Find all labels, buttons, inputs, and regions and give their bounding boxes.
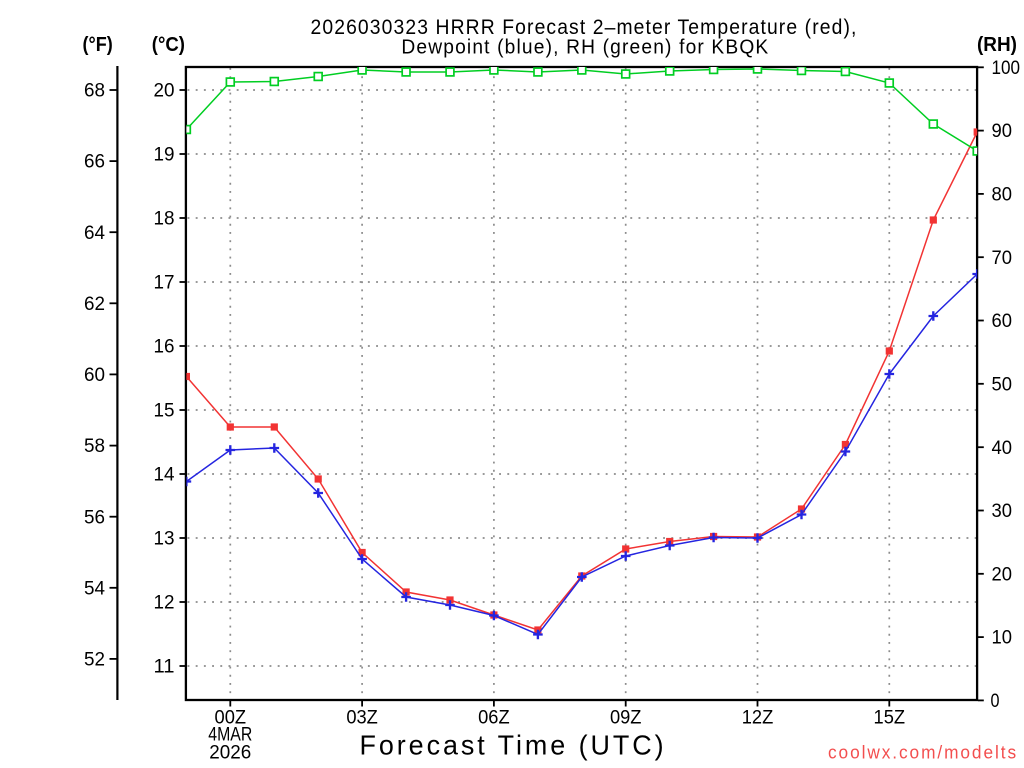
svg-text:19: 19: [154, 145, 175, 166]
svg-text:62: 62: [84, 294, 105, 315]
svg-text:12Z: 12Z: [742, 708, 774, 729]
svg-text:00Z: 00Z: [215, 708, 247, 729]
svg-text:(RH): (RH): [977, 34, 1017, 56]
svg-text:64: 64: [84, 223, 105, 244]
svg-text:58: 58: [84, 436, 105, 457]
svg-text:(°C): (°C): [152, 34, 185, 56]
svg-text:03Z: 03Z: [346, 708, 378, 729]
svg-text:12: 12: [154, 593, 175, 614]
svg-text:56: 56: [84, 507, 105, 528]
svg-text:10: 10: [992, 628, 1013, 649]
svg-text:09Z: 09Z: [610, 708, 642, 729]
svg-text:(°F): (°F): [83, 34, 113, 56]
svg-text:20: 20: [992, 564, 1013, 585]
svg-text:50: 50: [992, 374, 1013, 395]
svg-text:90: 90: [992, 121, 1013, 142]
svg-text:20: 20: [154, 81, 175, 102]
svg-text:54: 54: [84, 578, 105, 599]
svg-text:68: 68: [84, 81, 105, 102]
svg-text:2026030323 HRRR Forecast 2–met: 2026030323 HRRR Forecast 2–meter Tempera…: [311, 16, 858, 39]
svg-text:coolwx.com/modelts: coolwx.com/modelts: [828, 743, 1018, 763]
svg-text:52: 52: [84, 650, 105, 671]
svg-text:Forecast Time (UTC): Forecast Time (UTC): [360, 730, 667, 761]
svg-text:4MAR: 4MAR: [208, 725, 252, 746]
svg-text:100: 100: [992, 58, 1021, 79]
svg-text:40: 40: [992, 438, 1013, 459]
svg-text:13: 13: [154, 529, 175, 550]
svg-text:60: 60: [84, 365, 105, 386]
svg-text:60: 60: [992, 311, 1013, 332]
svg-text:2026: 2026: [209, 743, 251, 764]
svg-text:Dewpoint (blue), RH (green) fo: Dewpoint (blue), RH (green) for KBQK: [401, 37, 769, 59]
svg-text:11: 11: [154, 657, 175, 678]
svg-text:06Z: 06Z: [478, 708, 510, 729]
svg-text:80: 80: [992, 185, 1013, 206]
svg-text:30: 30: [992, 501, 1013, 522]
svg-text:14: 14: [154, 465, 175, 486]
svg-text:18: 18: [154, 209, 175, 230]
svg-text:0: 0: [991, 691, 1000, 712]
svg-text:17: 17: [154, 273, 175, 294]
svg-text:66: 66: [84, 152, 105, 173]
svg-text:15Z: 15Z: [874, 708, 906, 729]
svg-text:15: 15: [154, 401, 175, 422]
svg-text:70: 70: [992, 248, 1013, 269]
svg-text:16: 16: [154, 337, 175, 358]
